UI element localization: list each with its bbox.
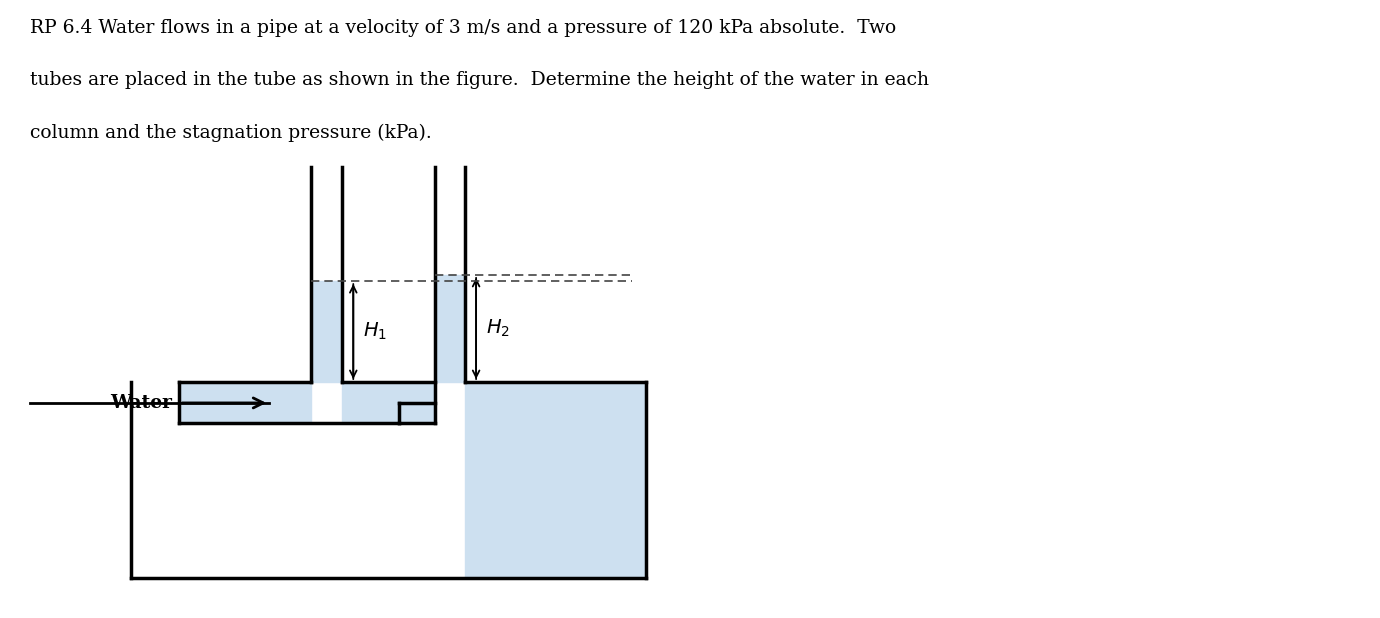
Bar (342, 382, 435, 423)
Bar (179, 382, 310, 423)
Bar (465, 382, 646, 578)
Text: RP 6.4 Water flows in a pipe at a velocity of 3 m/s and a pressure of 120 kPa ab: RP 6.4 Water flows in a pipe at a veloci… (30, 19, 897, 36)
Text: tubes are placed in the tube as shown in the figure.  Determine the height of th: tubes are placed in the tube as shown in… (30, 71, 929, 89)
Bar (435, 275, 465, 382)
Text: H$_2$: H$_2$ (486, 318, 509, 339)
Bar (310, 281, 342, 382)
Text: H$_1$: H$_1$ (363, 321, 388, 342)
Text: column and the stagnation pressure (kPa).: column and the stagnation pressure (kPa)… (30, 124, 432, 142)
Text: Water: Water (110, 394, 172, 412)
